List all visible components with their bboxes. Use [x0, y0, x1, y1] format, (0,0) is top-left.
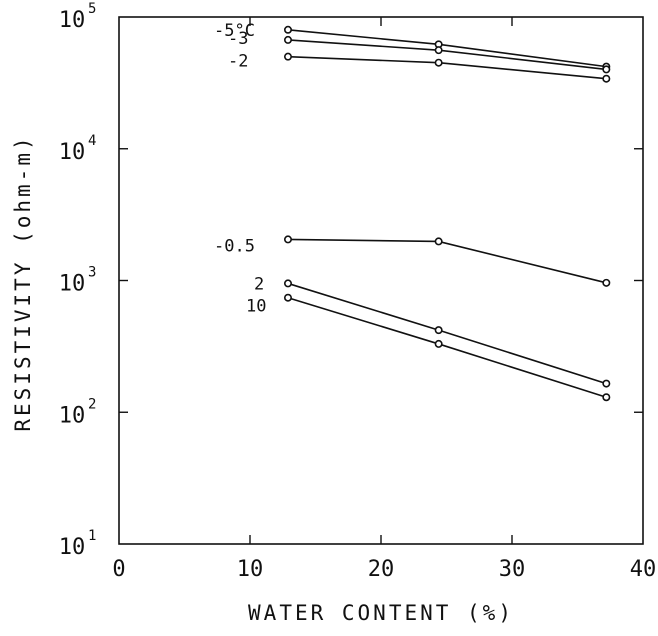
series-label: -0.5: [214, 236, 255, 256]
series-line: [287, 39, 607, 71]
y-tick-label: 10: [59, 535, 86, 560]
data-point: [602, 379, 611, 388]
data-point: [283, 279, 292, 288]
x-tick-label: 0: [112, 557, 125, 582]
series-group: -0.5: [214, 235, 611, 287]
plot-frame: [118, 16, 644, 545]
data-point: [434, 58, 443, 67]
x-tick-label: 10: [237, 557, 264, 582]
series-label: -3: [228, 29, 248, 49]
y-tick-label: 10: [59, 272, 86, 297]
x-tick-label: 30: [499, 557, 526, 582]
x-tick-label: 20: [368, 557, 395, 582]
data-point: [434, 237, 443, 246]
data-point: [602, 278, 611, 287]
series-group: 10: [246, 293, 611, 402]
data-point: [283, 235, 292, 244]
data-point: [602, 393, 611, 402]
y-tick-exponent: 3: [88, 265, 96, 281]
y-tick-label: 10: [59, 403, 86, 428]
y-axis-title: RESISTIVITY (ohm-m): [11, 134, 35, 431]
x-tick-label: 40: [630, 557, 657, 582]
data-point: [434, 326, 443, 335]
data-point: [434, 339, 443, 348]
y-tick-exponent: 2: [88, 396, 96, 412]
data-point: [283, 52, 292, 61]
data-point: [283, 35, 292, 44]
series-label: -5°C: [214, 21, 255, 41]
data-point: [283, 25, 292, 34]
series-line: [287, 238, 607, 284]
y-tick-exponent: 4: [88, 133, 96, 149]
series-line: [287, 296, 607, 399]
x-axis-title: WATER CONTENT (%): [248, 601, 514, 625]
series-line: [287, 282, 607, 385]
series-group: -2: [228, 52, 611, 83]
series-group: -3: [228, 29, 611, 74]
y-tick-label: 10: [59, 140, 86, 165]
y-tick-exponent: 1: [88, 528, 96, 544]
data-point: [283, 293, 292, 302]
y-tick-label: 10: [59, 8, 86, 33]
series-line: [287, 28, 607, 68]
series-label: -2: [228, 52, 248, 72]
data-point: [434, 46, 443, 55]
series-group: -5°C: [214, 21, 611, 71]
y-tick-exponent: 5: [88, 1, 96, 17]
series-lines: -5°C-3 -2 -0.5 2 10: [214, 21, 611, 402]
data-point: [602, 74, 611, 83]
series-group: 2: [254, 274, 611, 388]
series-label: 2: [254, 274, 264, 294]
data-point: [602, 65, 611, 74]
series-label: 10: [246, 297, 266, 317]
